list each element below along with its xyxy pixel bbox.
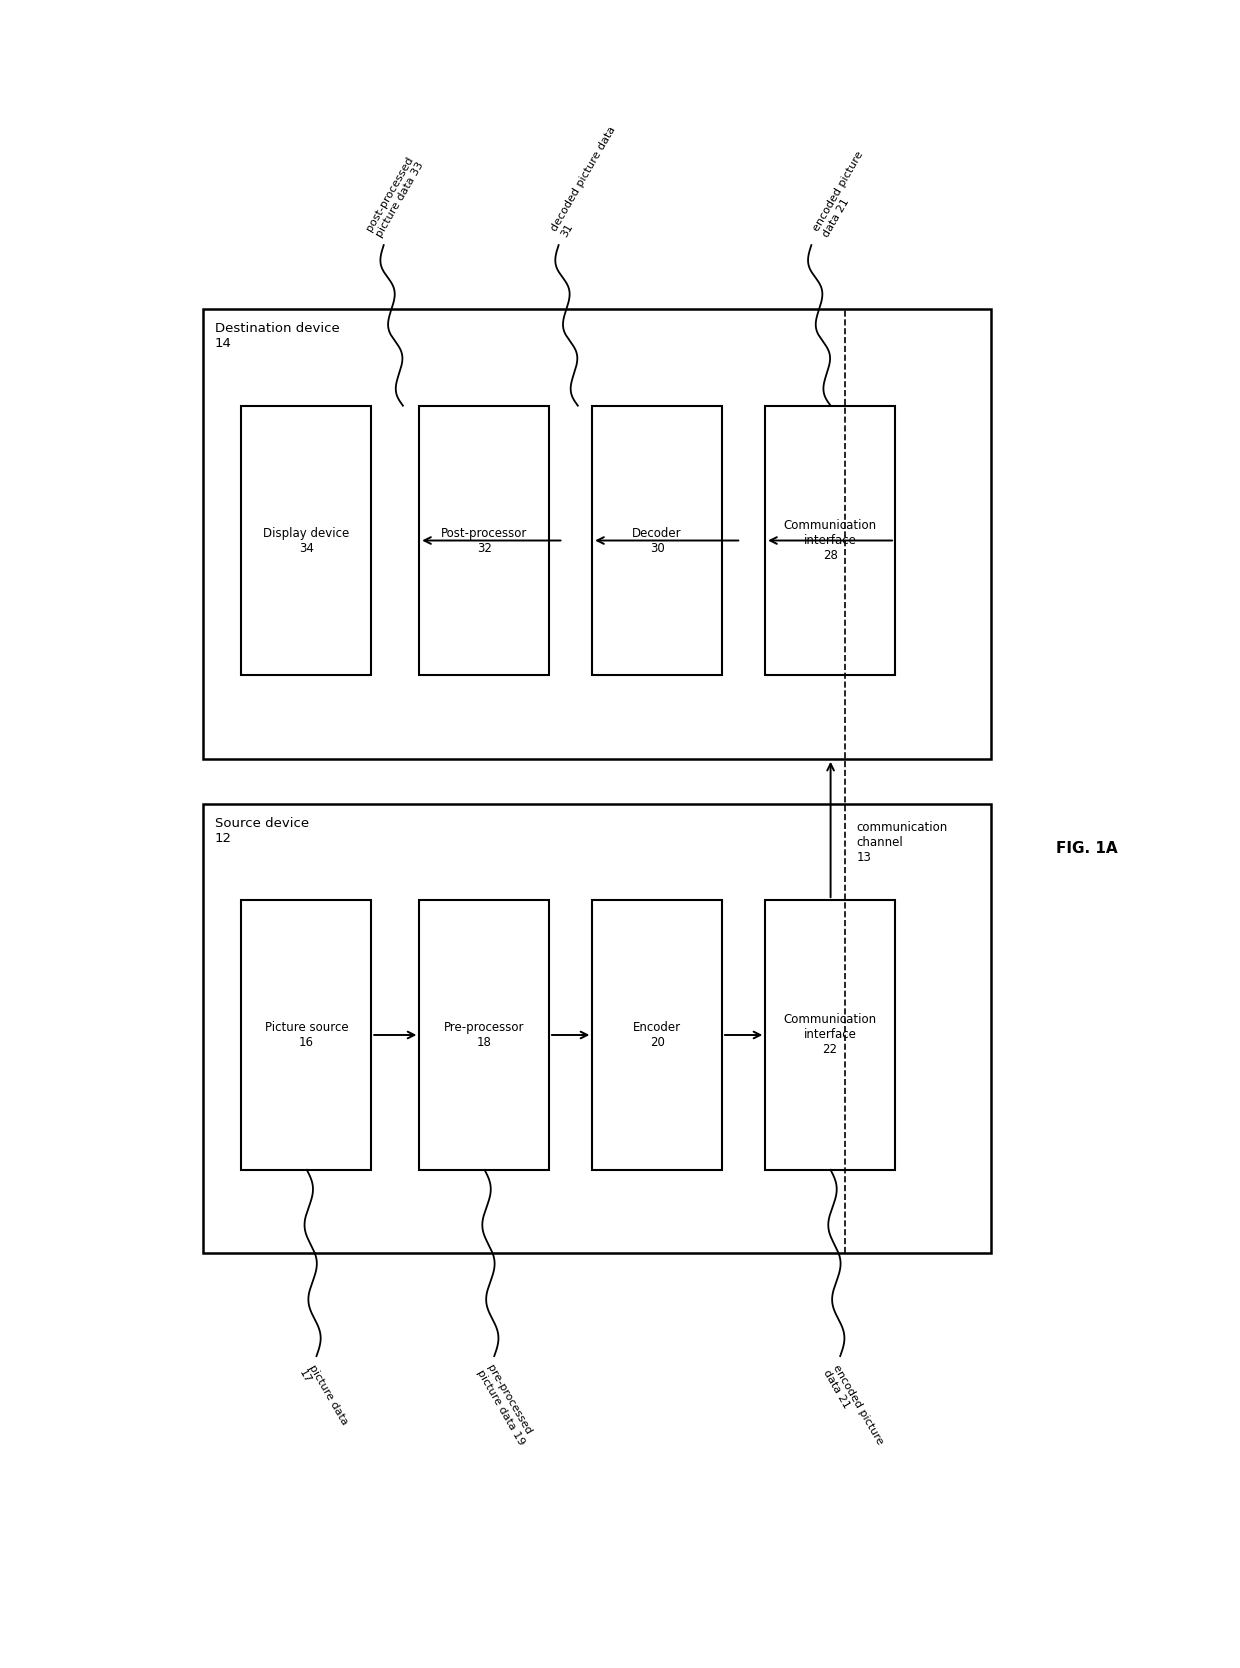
Text: Display device
34: Display device 34 — [263, 527, 350, 554]
Text: Encoder
20: Encoder 20 — [634, 1021, 681, 1049]
FancyBboxPatch shape — [203, 309, 991, 759]
FancyBboxPatch shape — [765, 901, 895, 1169]
Text: encoded picture
data 21: encoded picture data 21 — [811, 150, 875, 239]
Text: Picture source
16: Picture source 16 — [264, 1021, 348, 1049]
Text: Pre-processor
18: Pre-processor 18 — [444, 1021, 525, 1049]
FancyBboxPatch shape — [242, 901, 371, 1169]
Text: communication
channel
13: communication channel 13 — [857, 821, 947, 864]
Text: encoded picture
data 21: encoded picture data 21 — [821, 1363, 885, 1451]
FancyBboxPatch shape — [242, 405, 371, 676]
FancyBboxPatch shape — [765, 405, 895, 676]
Text: Communication
interface
22: Communication interface 22 — [784, 1014, 877, 1056]
Text: Communication
interface
28: Communication interface 28 — [784, 519, 877, 562]
Text: decoded picture data
31: decoded picture data 31 — [549, 125, 627, 239]
FancyBboxPatch shape — [419, 405, 549, 676]
Text: Post-processor
32: Post-processor 32 — [441, 527, 527, 554]
Text: Decoder
30: Decoder 30 — [632, 527, 682, 554]
FancyBboxPatch shape — [593, 405, 722, 676]
Text: Source device
12: Source device 12 — [215, 817, 309, 844]
FancyBboxPatch shape — [419, 901, 549, 1169]
Text: post-processed
picture data 33: post-processed picture data 33 — [365, 153, 425, 239]
Text: pre-processed
picture data 19: pre-processed picture data 19 — [475, 1363, 537, 1448]
Text: picture data
17: picture data 17 — [298, 1363, 350, 1433]
Text: FIG. 1A: FIG. 1A — [1056, 841, 1118, 856]
FancyBboxPatch shape — [593, 901, 722, 1169]
FancyBboxPatch shape — [203, 804, 991, 1253]
Text: Destination device
14: Destination device 14 — [215, 322, 340, 350]
